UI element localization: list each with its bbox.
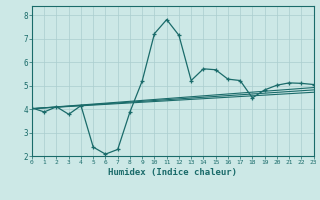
X-axis label: Humidex (Indice chaleur): Humidex (Indice chaleur): [108, 168, 237, 177]
